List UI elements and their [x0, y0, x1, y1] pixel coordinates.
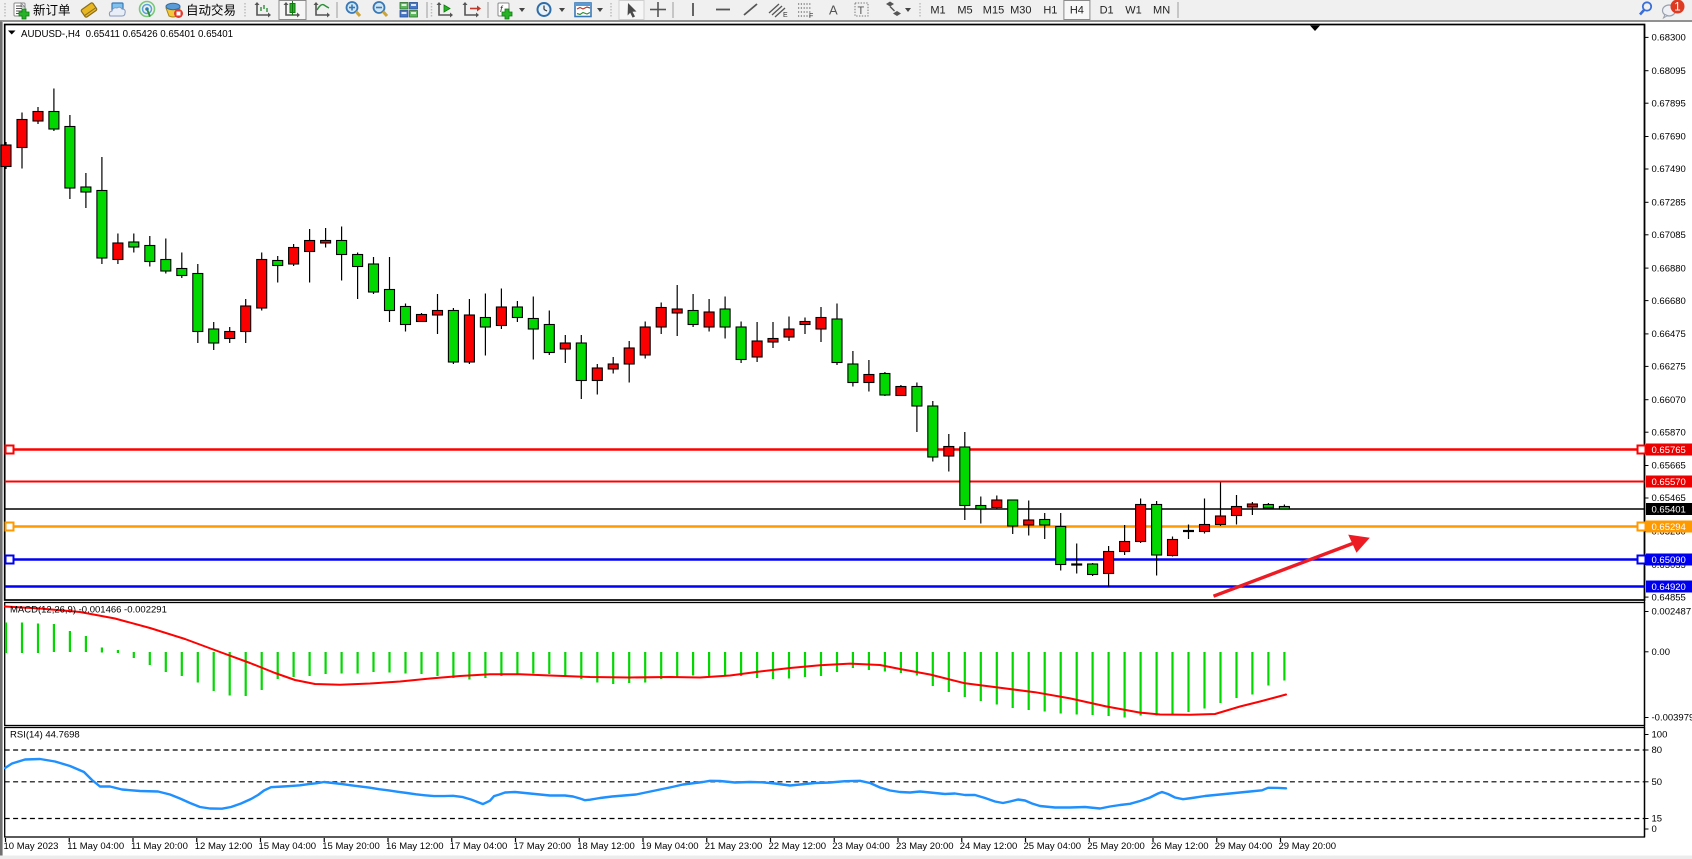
- svg-text:W1: W1: [1125, 5, 1142, 17]
- svg-text:17 May 04:00: 17 May 04:00: [450, 841, 508, 852]
- svg-text:26 May 12:00: 26 May 12:00: [1151, 841, 1209, 852]
- svg-text:0.64920: 0.64920: [1652, 582, 1686, 593]
- svg-text:E: E: [783, 12, 788, 19]
- svg-text:25 May 04:00: 25 May 04:00: [1024, 841, 1082, 852]
- svg-text:11 May 04:00: 11 May 04:00: [67, 841, 124, 852]
- svg-text:0.65465: 0.65465: [1652, 493, 1686, 504]
- svg-text:H1: H1: [1043, 5, 1057, 17]
- svg-text:0.67285: 0.67285: [1652, 198, 1686, 209]
- svg-text:0.65765: 0.65765: [1652, 445, 1686, 456]
- svg-text:0.67085: 0.67085: [1652, 230, 1686, 241]
- svg-text:23 May 20:00: 23 May 20:00: [896, 841, 954, 852]
- svg-text:0.66880: 0.66880: [1652, 263, 1686, 274]
- svg-text:D1: D1: [1100, 5, 1114, 17]
- svg-text:24 May 12:00: 24 May 12:00: [960, 841, 1018, 852]
- svg-text:A: A: [829, 3, 838, 18]
- svg-text:19 May 04:00: 19 May 04:00: [641, 841, 699, 852]
- svg-text:0: 0: [1652, 824, 1657, 835]
- svg-text:29 May 20:00: 29 May 20:00: [1279, 841, 1337, 852]
- svg-text:25 May 20:00: 25 May 20:00: [1087, 841, 1145, 852]
- svg-text:0.67690: 0.67690: [1652, 132, 1686, 143]
- svg-text:0.66275: 0.66275: [1652, 362, 1686, 373]
- svg-text:T: T: [858, 5, 865, 17]
- svg-text:-0.003979: -0.003979: [1652, 713, 1692, 724]
- svg-text:f: f: [500, 4, 504, 14]
- svg-text:21 May 23:00: 21 May 23:00: [705, 841, 763, 852]
- svg-text:新订单: 新订单: [33, 3, 71, 18]
- svg-text:M5: M5: [957, 5, 972, 17]
- svg-text:MN: MN: [1153, 5, 1170, 17]
- svg-text:M1: M1: [930, 5, 945, 17]
- svg-text:0.65870: 0.65870: [1652, 427, 1686, 438]
- svg-text:0.002487: 0.002487: [1652, 607, 1692, 618]
- svg-text:0.65090: 0.65090: [1652, 555, 1686, 566]
- svg-text:0.68300: 0.68300: [1652, 33, 1686, 44]
- svg-text:29 May 04:00: 29 May 04:00: [1215, 841, 1273, 852]
- svg-text:0.67490: 0.67490: [1652, 164, 1686, 175]
- svg-text:15 May 04:00: 15 May 04:00: [259, 841, 317, 852]
- svg-text:10 May 2023: 10 May 2023: [4, 841, 59, 852]
- svg-text:0.00: 0.00: [1652, 647, 1671, 658]
- svg-text:0.67895: 0.67895: [1652, 98, 1686, 109]
- svg-text:16 May 12:00: 16 May 12:00: [386, 841, 444, 852]
- svg-text:18 May 12:00: 18 May 12:00: [577, 841, 635, 852]
- svg-text:15 May 20:00: 15 May 20:00: [322, 841, 380, 852]
- svg-text:50: 50: [1652, 777, 1663, 788]
- svg-text:0.66475: 0.66475: [1652, 329, 1686, 340]
- svg-text:1: 1: [1674, 2, 1680, 14]
- svg-text:100: 100: [1652, 730, 1668, 741]
- svg-text:0.68095: 0.68095: [1652, 66, 1686, 77]
- svg-text:23 May 04:00: 23 May 04:00: [832, 841, 890, 852]
- svg-text:17 May 20:00: 17 May 20:00: [514, 841, 572, 852]
- svg-text:0.66070: 0.66070: [1652, 395, 1686, 406]
- svg-text:AUDUSD-,H4 0.65411 0.65426 0.: AUDUSD-,H4 0.65411 0.65426 0.65401 0.654…: [21, 29, 233, 40]
- svg-text:0.65294: 0.65294: [1652, 522, 1686, 533]
- svg-text:自动交易: 自动交易: [186, 3, 236, 18]
- svg-text:MACD(12,26,9) -0.001466 -0.002: MACD(12,26,9) -0.001466 -0.002291: [10, 605, 167, 616]
- svg-text:F: F: [809, 13, 813, 20]
- svg-text:11 May 20:00: 11 May 20:00: [131, 841, 188, 852]
- svg-text:RSI(14) 44.7698: RSI(14) 44.7698: [10, 730, 80, 741]
- svg-text:0.65570: 0.65570: [1652, 477, 1686, 488]
- svg-text:M30: M30: [1010, 5, 1031, 17]
- svg-text:0.66680: 0.66680: [1652, 296, 1686, 307]
- svg-text:15: 15: [1652, 814, 1663, 825]
- svg-text:0.64855: 0.64855: [1652, 592, 1686, 603]
- svg-text:0.65665: 0.65665: [1652, 461, 1686, 472]
- svg-text:0.65401: 0.65401: [1652, 505, 1686, 516]
- svg-text:12 May 12:00: 12 May 12:00: [195, 841, 253, 852]
- svg-text:80: 80: [1652, 745, 1663, 756]
- svg-text:22 May 12:00: 22 May 12:00: [769, 841, 827, 852]
- svg-text:M15: M15: [983, 5, 1004, 17]
- svg-text:H4: H4: [1070, 5, 1084, 17]
